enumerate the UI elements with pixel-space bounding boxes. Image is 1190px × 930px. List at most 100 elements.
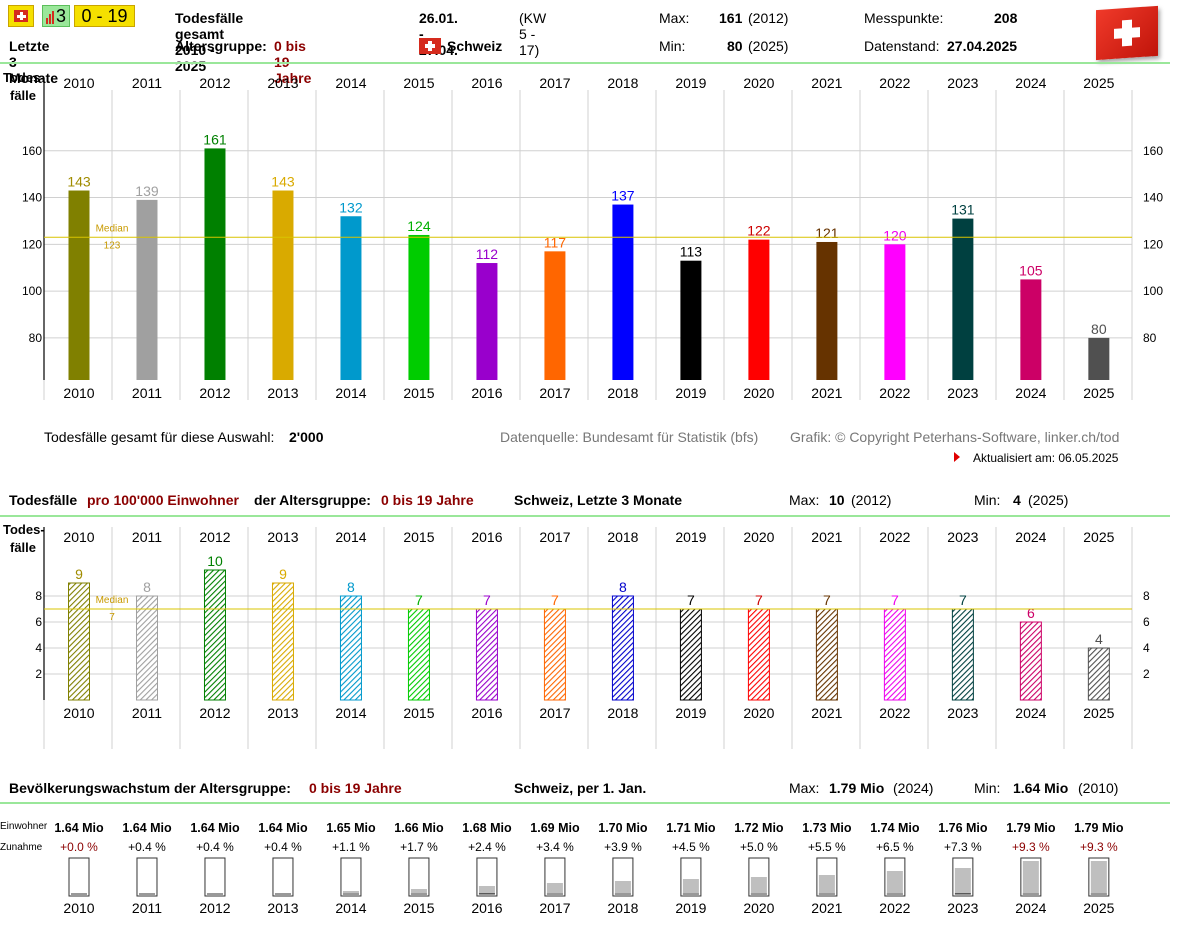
x-tick-label-bottom: 2021 (811, 705, 842, 721)
bar-value-label: 9 (75, 566, 83, 582)
section2-title-a: Todesfälle (9, 492, 78, 508)
zunahme-value: +7.3 % (944, 840, 982, 854)
bar-value-label: 117 (544, 234, 567, 250)
age-group-button[interactable]: 0 - 19 (74, 5, 135, 27)
growth-gauge-fill (546, 883, 563, 895)
bar-2017 (544, 251, 566, 380)
x-tick-label-bottom: 2020 (743, 385, 774, 401)
year-label: 2021 (811, 900, 842, 916)
bar-2015 (407, 608, 430, 701)
min-year: (2025) (748, 38, 789, 54)
year-label: 2014 (335, 900, 366, 916)
einwohner-value: 1.68 Mio (462, 821, 512, 835)
x-tick-label-bottom: 2023 (947, 705, 978, 721)
x-tick-label-top: 2010 (63, 75, 94, 91)
bar-value-label: 124 (407, 218, 431, 234)
growth-gauge (136, 857, 158, 897)
x-tick-label-bottom: 2014 (335, 385, 366, 401)
x-tick-label-bottom: 2021 (811, 385, 842, 401)
einwohner-value: 1.79 Mio (1006, 821, 1056, 835)
x-tick-label-top: 2017 (539, 75, 570, 91)
section3-title-b: 0 bis 19 Jahre (309, 780, 402, 796)
x-tick-label-bottom: 2022 (879, 705, 910, 721)
x-tick-label-bottom: 2018 (607, 705, 638, 721)
datenstand-label: Datenstand: (864, 38, 940, 54)
bar-value-label: 7 (415, 592, 423, 608)
bar-value-label: 161 (203, 131, 227, 147)
section2-max-year: (2012) (851, 492, 892, 508)
section3-title-a: Bevölkerungswachstum der Altersgruppe: (9, 780, 291, 796)
bar-chart-icon (46, 11, 56, 24)
bar-value-label: 10 (207, 553, 223, 569)
year-label: 2018 (607, 900, 638, 916)
x-tick-label-top: 2011 (132, 529, 162, 545)
row-label-zunahme: Zunahme (0, 842, 43, 853)
x-tick-label-top: 2015 (403, 75, 434, 91)
bar-value-label: 7 (755, 592, 763, 608)
section3-max-year: (2024) (893, 780, 934, 796)
x-tick-label-bottom: 2011 (132, 385, 162, 401)
chart-level-button[interactable]: 3 (42, 5, 70, 27)
year-label: 2016 (471, 900, 502, 916)
min-value: 80 (727, 38, 743, 54)
section2-min-value: 4 (1013, 492, 1021, 508)
bar-value-label: 7 (687, 592, 695, 608)
zunahme-value: +3.4 % (536, 840, 574, 854)
bar-value-label: 6 (1027, 605, 1035, 621)
divider-2 (0, 515, 1170, 517)
zunahme-value: +0.4 % (196, 840, 234, 854)
bar-2019 (680, 260, 702, 380)
x-tick-label-top: 2016 (471, 529, 502, 545)
x-tick-label-bottom: 2019 (675, 705, 706, 721)
y-tick-label-left: 8 (35, 589, 42, 603)
y-tick-label-left: 160 (22, 144, 42, 158)
swiss-flag-button[interactable] (8, 5, 34, 27)
section3-max-value: 1.79 Mio (829, 780, 885, 796)
x-tick-label-bottom: 2014 (335, 705, 366, 721)
zunahme-value: +0.0 % (60, 840, 98, 854)
bar-value-label: 122 (747, 223, 771, 239)
population-growth-table: 1.64 Mio +0.0 % 2010 1.64 Mio +0.4 % 2011 1.64… (54, 821, 1124, 916)
growth-gauge-fill (342, 891, 359, 895)
einwohner-value: 1.66 Mio (394, 821, 444, 835)
x-tick-label-top: 2020 (743, 529, 774, 545)
divider-3 (0, 802, 1170, 804)
section2-title-c: der Altersgruppe: (254, 492, 371, 508)
y-axis-label-line1: Todes- (3, 522, 45, 537)
x-tick-label-top: 2021 (811, 75, 842, 91)
data-source: Datenquelle: Bundesamt für Statistik (bf… (500, 429, 759, 445)
y-axis-label-line2: fälle (10, 88, 36, 103)
x-tick-label-top: 2016 (471, 75, 502, 91)
bar-2021 (815, 608, 838, 701)
bar-value-label: 113 (680, 244, 703, 260)
section3-min-label: Min: (974, 780, 1001, 796)
section2-max-label: Max: (789, 492, 820, 508)
x-tick-label-top: 2014 (335, 75, 366, 91)
x-tick-label-bottom: 2020 (743, 705, 774, 721)
bar-2023 (951, 608, 974, 701)
x-tick-label-top: 2025 (1083, 75, 1114, 91)
median-value: 123 (104, 240, 121, 251)
x-tick-label-bottom: 2015 (403, 385, 434, 401)
total-value: 2'000 (289, 429, 324, 445)
growth-gauge-fill (682, 879, 699, 895)
section3-min-value: 1.64 Mio (1013, 780, 1069, 796)
x-tick-label-top: 2014 (335, 529, 366, 545)
copyright-link[interactable]: Grafik: © Copyright Peterhans-Software, … (790, 429, 1120, 445)
bar-value-label: 112 (476, 246, 499, 262)
week-range: (KW 5 - 17) (519, 10, 547, 58)
zunahme-value: +2.4 % (468, 840, 506, 854)
bar-2024 (1020, 279, 1042, 380)
year-label: 2019 (675, 900, 706, 916)
y-tick-label-left: 6 (35, 615, 42, 629)
year-label: 2023 (947, 900, 978, 916)
zunahme-value: +0.4 % (264, 840, 302, 854)
bar-2018 (612, 204, 634, 380)
swiss-flag-logo[interactable] (1096, 5, 1158, 61)
year-label: 2022 (879, 900, 910, 916)
bar-value-label: 132 (339, 199, 363, 215)
einwohner-value: 1.72 Mio (734, 821, 784, 835)
x-tick-label-bottom: 2013 (267, 705, 298, 721)
bar-2023 (952, 218, 974, 380)
y-tick-label-right: 4 (1143, 641, 1150, 655)
